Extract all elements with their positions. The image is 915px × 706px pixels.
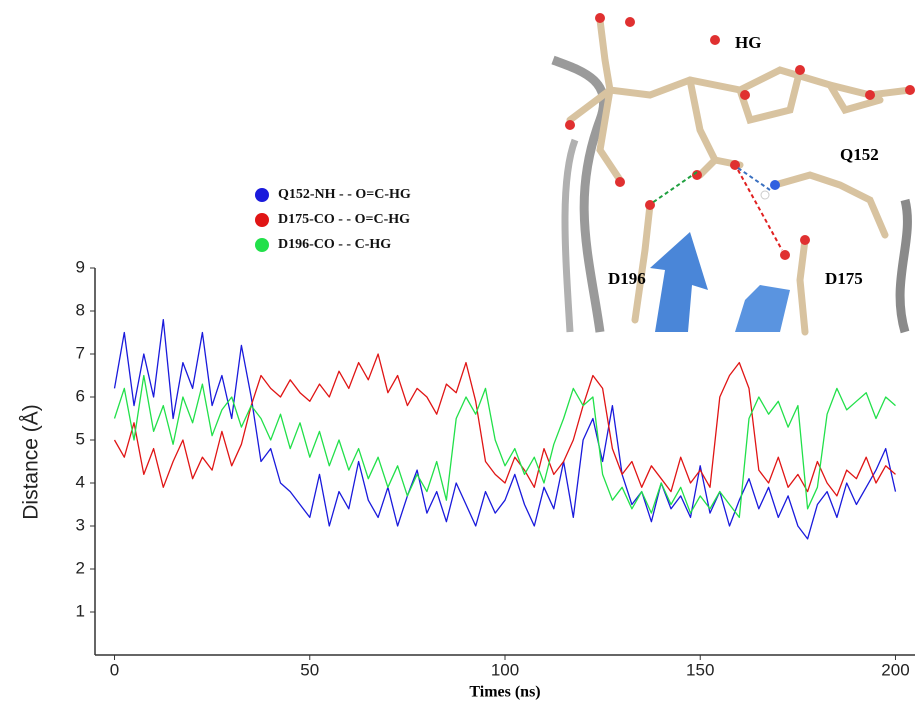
legend-marker <box>255 213 269 227</box>
legend-label: Q152-NH - - O=C-HG <box>278 187 411 202</box>
x-tick-label: 150 <box>686 660 714 679</box>
nitrogen-atom <box>770 180 780 190</box>
annotation: D175 <box>825 269 863 288</box>
y-tick-label: 1 <box>76 601 85 620</box>
x-tick-label: 200 <box>881 660 909 679</box>
hydrogen-atom <box>760 190 770 200</box>
legend-label: D196-CO - - C-HG <box>278 237 391 252</box>
x-tick-label: 50 <box>300 660 319 679</box>
ribbon <box>561 138 579 333</box>
legend-label: D175-CO - - O=C-HG <box>278 212 410 227</box>
x-tick-label: 0 <box>110 660 119 679</box>
annotation: Q152 <box>840 145 879 164</box>
data-line <box>113 374 896 519</box>
y-tick-label: 9 <box>76 257 85 276</box>
molecule-sticks <box>566 16 914 336</box>
legend-marker <box>255 188 269 202</box>
y-tick-label: 3 <box>76 515 85 534</box>
y-tick-label: 6 <box>76 386 85 405</box>
plot-area: 1 2 3 4 5 6 7 8 9 0 50 100 150 200 <box>76 257 915 679</box>
legend: Q152-NH - - O=C-HG D175-CO - - O=C-HG D196… <box>255 187 411 252</box>
data-line <box>113 318 897 540</box>
y-tick-label: 7 <box>76 343 85 362</box>
annotation: D196 <box>608 269 646 288</box>
data-line <box>113 353 896 497</box>
x-tick-label: 100 <box>491 660 519 679</box>
y-tick-label: 2 <box>76 558 85 577</box>
y-tick-label: 8 <box>76 300 85 319</box>
ribbon <box>895 198 912 334</box>
y-tick-label: 4 <box>76 472 85 491</box>
x-axis-label: Times (ns) <box>469 684 540 701</box>
ribbon <box>551 55 609 333</box>
y-tick-label: 5 <box>76 429 85 448</box>
hbond <box>737 169 783 251</box>
oxygen-atoms <box>565 13 915 260</box>
annotation: HG <box>735 33 761 52</box>
y-axis-label: Distance (Å) <box>20 404 43 520</box>
hbond <box>651 171 698 204</box>
beta-arrow <box>735 285 790 332</box>
legend-marker <box>255 238 269 252</box>
beta-arrow <box>650 232 708 332</box>
inset-image: HG Q152 D196 D175 <box>551 0 915 336</box>
